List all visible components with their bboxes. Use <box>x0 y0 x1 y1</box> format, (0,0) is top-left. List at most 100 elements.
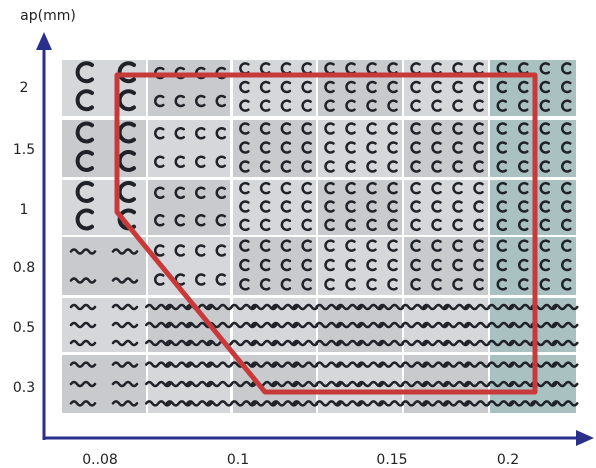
chip <box>473 278 484 291</box>
chip <box>315 361 342 368</box>
chip <box>518 80 529 94</box>
chip <box>366 181 377 195</box>
chip <box>509 339 536 347</box>
chip <box>174 214 185 227</box>
chip <box>561 141 572 154</box>
chip <box>271 339 299 347</box>
chip <box>215 186 226 199</box>
chip <box>259 200 271 213</box>
chip <box>280 218 292 232</box>
chip <box>145 380 172 388</box>
chip <box>215 214 226 227</box>
chip <box>561 218 572 232</box>
chip <box>111 361 139 368</box>
chip <box>315 303 342 311</box>
chip <box>239 200 250 213</box>
chip <box>378 321 405 329</box>
chip <box>69 303 97 311</box>
chip <box>401 303 428 311</box>
chip <box>301 200 312 213</box>
chip <box>401 339 428 347</box>
chip <box>215 155 226 168</box>
chip <box>422 303 449 311</box>
chip <box>75 180 94 203</box>
chip <box>280 99 292 112</box>
chip <box>315 400 342 407</box>
chip <box>154 155 165 168</box>
chip <box>280 200 292 213</box>
chip <box>464 380 491 388</box>
chip <box>431 181 442 195</box>
chip <box>378 380 405 388</box>
chip <box>496 141 507 154</box>
chip <box>357 339 384 347</box>
chip <box>452 181 463 195</box>
chip <box>165 321 192 329</box>
photo-cell <box>148 298 230 352</box>
chip <box>145 303 172 311</box>
chip <box>357 321 384 329</box>
chip <box>206 400 233 407</box>
photo-cell <box>62 237 146 295</box>
chip <box>443 321 470 329</box>
chip <box>301 218 312 232</box>
chip <box>239 160 250 173</box>
chip <box>443 361 470 368</box>
y-tick-label: 0.5 <box>13 320 35 336</box>
chip <box>387 239 398 252</box>
chip <box>271 321 299 329</box>
chip <box>473 218 484 232</box>
chip <box>496 218 507 232</box>
chip <box>410 200 421 213</box>
y-axis-label: ap(mm) <box>20 8 76 24</box>
chip <box>561 99 572 112</box>
chip <box>345 181 356 195</box>
chip <box>271 303 299 311</box>
chip <box>117 149 136 172</box>
chip <box>539 122 550 135</box>
chip <box>431 218 442 232</box>
chip <box>186 361 213 368</box>
chip <box>301 239 312 252</box>
chip <box>165 361 192 368</box>
chip <box>292 361 319 368</box>
chip <box>154 186 165 199</box>
chip <box>345 278 356 291</box>
chip <box>539 200 550 213</box>
chip <box>357 303 384 311</box>
chip <box>443 339 470 347</box>
y-tick-label: 0.3 <box>13 380 35 396</box>
chip <box>561 122 572 135</box>
chip <box>324 122 335 135</box>
chip <box>473 80 484 94</box>
chip <box>378 400 405 407</box>
chip <box>239 122 250 135</box>
chip <box>215 94 226 108</box>
chip <box>259 80 271 94</box>
chip <box>539 99 550 112</box>
chip <box>387 141 398 154</box>
chip <box>387 218 398 232</box>
chip <box>422 380 449 388</box>
chip <box>280 122 292 135</box>
chip <box>230 380 257 388</box>
chip <box>345 218 356 232</box>
chip <box>464 400 491 407</box>
chip <box>111 321 139 329</box>
chip <box>239 141 250 154</box>
chip <box>174 186 185 199</box>
chip <box>452 239 463 252</box>
chip <box>215 244 226 257</box>
y-tick-label: 0.8 <box>13 260 35 276</box>
chip <box>111 277 139 284</box>
chip <box>561 278 572 291</box>
chip <box>452 200 463 213</box>
chip <box>165 339 192 347</box>
chip <box>378 361 405 368</box>
chip <box>509 380 536 388</box>
chip <box>154 244 165 257</box>
y-tick-label: 1 <box>20 202 29 218</box>
chip <box>401 361 428 368</box>
chip <box>518 200 529 213</box>
chip <box>230 303 257 311</box>
